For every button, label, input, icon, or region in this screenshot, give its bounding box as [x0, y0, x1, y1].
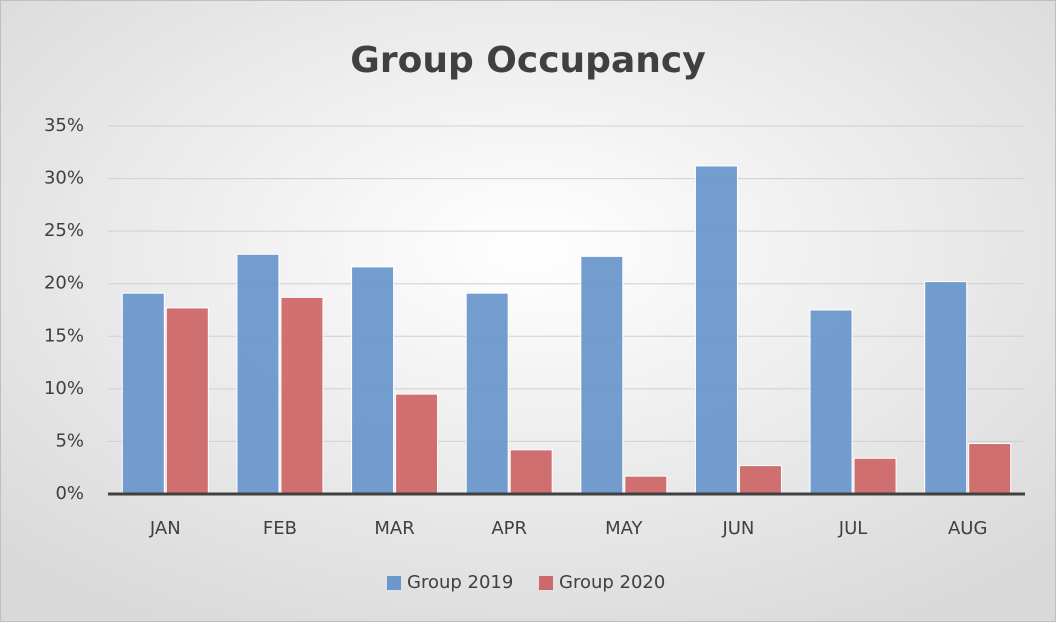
- bar: [236, 253, 280, 495]
- x-tick-label: APR: [491, 518, 527, 539]
- bar: [809, 309, 853, 495]
- bar: [853, 457, 897, 495]
- bar: [509, 449, 553, 495]
- y-tick-label: 5%: [55, 430, 84, 451]
- y-tick-label: 0%: [55, 483, 84, 504]
- y-tick-label: 35%: [44, 115, 84, 136]
- x-tick-label: MAY: [605, 518, 643, 539]
- y-tick-label: 15%: [44, 325, 84, 346]
- legend-label: Group 2019: [407, 572, 513, 593]
- x-tick-label: JUL: [838, 518, 868, 539]
- bar: [924, 281, 968, 495]
- bar: [395, 393, 439, 495]
- bar: [580, 255, 624, 495]
- bar: [624, 475, 668, 495]
- legend-label: Group 2020: [559, 572, 665, 593]
- y-tick-label: 30%: [44, 168, 84, 189]
- legend-swatch: [539, 576, 553, 590]
- bar: [280, 296, 324, 495]
- x-tick-label: FEB: [263, 518, 297, 539]
- x-tick-label: JUN: [721, 518, 754, 539]
- chart-title: Group Occupancy: [350, 40, 705, 81]
- x-tick-label: JAN: [149, 518, 181, 539]
- legend-swatch: [387, 576, 401, 590]
- bar: [738, 465, 782, 495]
- bar: [165, 307, 209, 495]
- bar: [465, 292, 509, 495]
- x-tick-label: MAR: [374, 518, 414, 539]
- y-tick-label: 10%: [44, 378, 84, 399]
- bar: [694, 165, 738, 495]
- x-tick-label: AUG: [948, 518, 987, 539]
- y-tick-label: 25%: [44, 220, 84, 241]
- bar: [121, 292, 165, 495]
- bar: [968, 443, 1012, 495]
- bar: [351, 266, 395, 495]
- y-tick-label: 20%: [44, 273, 84, 294]
